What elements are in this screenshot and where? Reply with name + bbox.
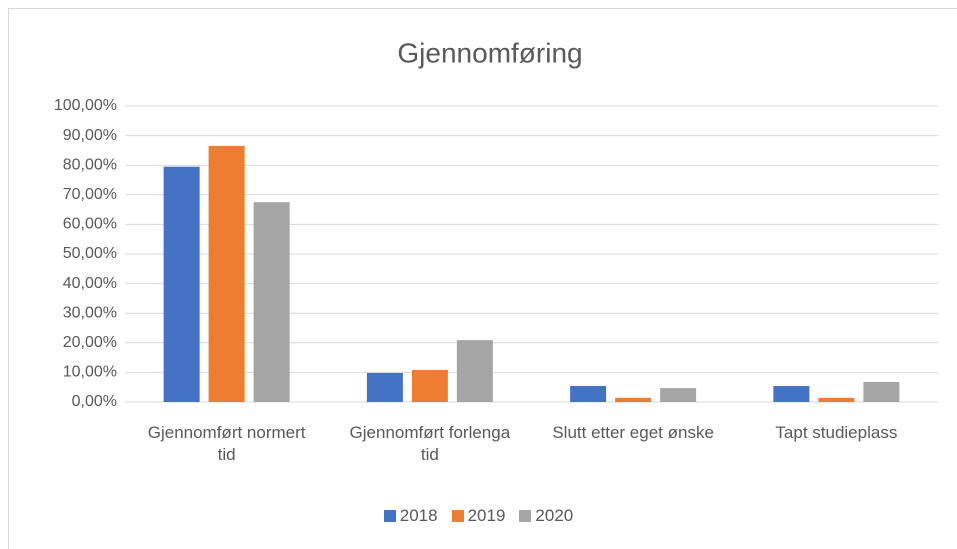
y-tick-label: 10,00% <box>63 364 117 381</box>
y-tick-label: 60,00% <box>63 216 117 233</box>
legend-swatch <box>519 510 532 522</box>
bar <box>253 202 290 402</box>
bar <box>863 381 900 402</box>
chart-title: Gjennomføring <box>397 37 582 68</box>
legend-item: 2019 <box>451 506 506 526</box>
y-tick-label: 100,00% <box>54 97 117 114</box>
legend-swatch <box>451 510 464 522</box>
bar <box>163 166 200 402</box>
bar <box>570 386 607 402</box>
bar <box>615 397 652 402</box>
y-tick-label: 90,00% <box>63 127 117 144</box>
y-tick-label: 50,00% <box>63 245 117 262</box>
legend-item: 2020 <box>519 506 573 526</box>
x-tick-label: Gjennomført normert tid <box>147 423 306 464</box>
bar <box>818 397 855 402</box>
bar <box>411 370 448 402</box>
legend: 2018 2019 2020 <box>0 506 957 526</box>
legend-item: 2018 <box>383 506 438 526</box>
bar <box>208 145 245 402</box>
legend-swatch <box>383 510 396 522</box>
legend-label: 2018 <box>399 506 438 525</box>
x-tick-label: Slutt etter eget ønske <box>552 423 714 442</box>
y-tick-label: 30,00% <box>63 304 117 321</box>
legend-label: 2020 <box>535 506 574 525</box>
y-tick-label: 70,00% <box>63 186 117 203</box>
x-tick-label: Tapt studieplass <box>775 423 898 442</box>
bar <box>366 372 403 402</box>
chart-frame <box>8 8 957 549</box>
y-tick-label: 80,00% <box>63 156 117 173</box>
y-tick-label: 20,00% <box>63 334 117 351</box>
bar <box>660 388 697 402</box>
y-tick-label: 40,00% <box>63 275 117 292</box>
x-tick-label: Gjennomført forlenga tid <box>349 423 511 464</box>
bar <box>456 340 493 402</box>
legend-label: 2019 <box>467 506 506 525</box>
bar <box>773 386 810 402</box>
y-tick-label: 0,00% <box>72 393 117 410</box>
